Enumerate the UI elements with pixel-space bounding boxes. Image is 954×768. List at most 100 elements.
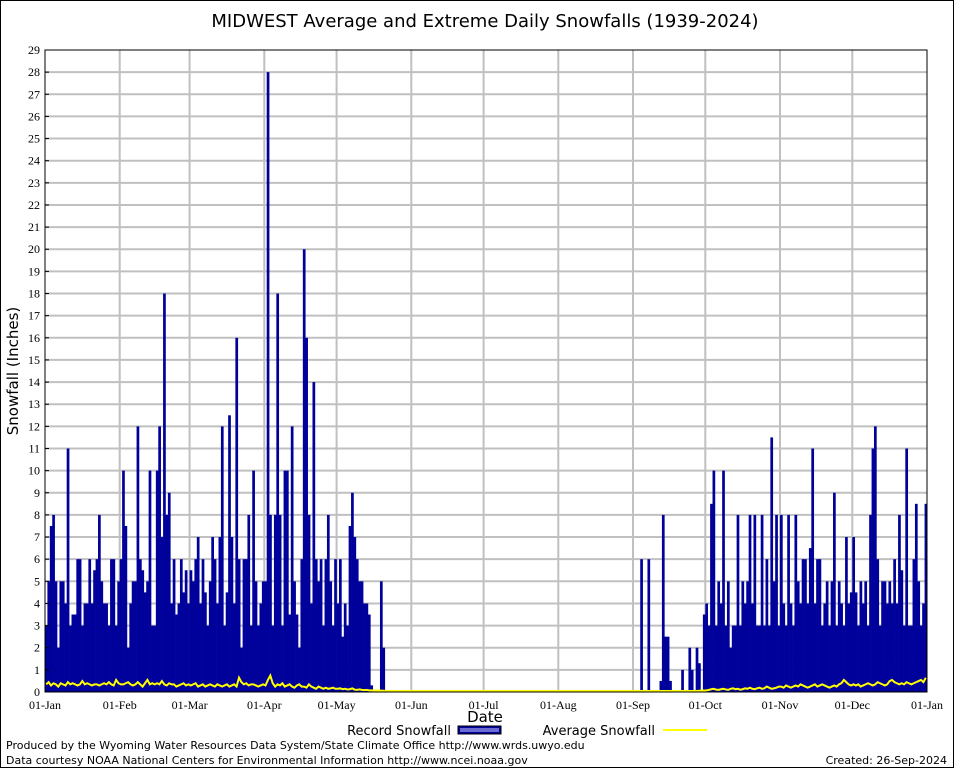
record-bar: [153, 625, 157, 692]
record-bar: [155, 470, 159, 692]
y-tick-label: 0: [34, 685, 40, 699]
record-bar: [780, 514, 783, 692]
record-bar: [348, 525, 352, 692]
record-bar: [351, 492, 354, 692]
record-bar: [905, 448, 909, 692]
record-bar: [105, 603, 108, 692]
record-bar: [647, 559, 651, 692]
record-bar: [66, 448, 70, 692]
record-bar: [189, 570, 193, 692]
record-bar: [724, 625, 728, 692]
record-bar: [88, 559, 92, 692]
record-bar: [237, 559, 241, 692]
record-bar: [876, 559, 880, 692]
record-bar: [319, 559, 323, 692]
record-bar: [852, 537, 856, 692]
record-bar: [734, 625, 737, 692]
record-bar: [379, 581, 383, 692]
record-bar: [758, 625, 762, 692]
y-tick-label: 15: [28, 353, 40, 367]
x-tick-label: 01-Sep: [616, 698, 650, 712]
record-bar: [811, 448, 815, 692]
y-tick-label: 9: [34, 486, 40, 500]
record-bar: [240, 647, 243, 692]
record-bar: [134, 581, 137, 692]
record-bar: [64, 603, 67, 692]
record-bar: [900, 570, 904, 692]
record-bar: [83, 603, 87, 692]
record-bar: [230, 537, 234, 692]
record-bar: [736, 514, 740, 692]
record-bar: [840, 603, 843, 692]
y-tick-label: 10: [28, 464, 40, 478]
record-bar: [705, 603, 709, 692]
record-bar: [170, 603, 174, 692]
record-bar: [767, 625, 771, 692]
record-bar: [61, 581, 65, 692]
record-bar: [813, 603, 817, 692]
record-bar: [158, 426, 161, 692]
record-bar: [847, 603, 851, 692]
record-bar: [310, 603, 313, 692]
record-bar: [326, 514, 330, 692]
record-bar: [854, 592, 858, 692]
record-bar: [98, 514, 101, 692]
record-bar: [184, 570, 188, 692]
record-bar: [298, 647, 301, 692]
record-bar: [864, 581, 868, 692]
record-bar: [131, 581, 135, 692]
record-bar: [293, 581, 296, 692]
x-axis-label: Date: [467, 708, 503, 726]
record-bar: [698, 663, 701, 692]
footer-data-source: Data courtesy NOAA National Centers for …: [6, 754, 528, 767]
record-bar: [782, 603, 786, 692]
record-bar: [90, 603, 94, 692]
record-bar: [276, 293, 280, 692]
record-bar: [163, 293, 166, 692]
y-tick-label: 4: [34, 596, 40, 610]
record-bar: [719, 603, 723, 692]
record-bar: [739, 625, 742, 692]
y-tick-label: 8: [34, 508, 40, 522]
y-tick-label: 19: [28, 264, 40, 278]
record-bar: [666, 636, 670, 692]
record-bar: [254, 581, 258, 692]
record-bar: [753, 514, 757, 692]
legend-average-label: Average Snowfall: [543, 724, 655, 739]
record-bar: [370, 685, 374, 692]
record-bar: [194, 559, 198, 692]
record-bar: [252, 470, 255, 692]
record-bar: [107, 625, 111, 692]
y-tick-label: 18: [28, 287, 40, 301]
record-bar: [247, 514, 251, 692]
record-bar: [823, 603, 827, 692]
record-bar: [201, 559, 205, 692]
record-bar: [317, 581, 321, 692]
record-bar: [45, 625, 48, 692]
record-bar: [295, 614, 299, 692]
record-bar: [117, 581, 121, 692]
record-bar: [160, 537, 164, 692]
record-bar: [792, 625, 795, 692]
x-tick-label: 01-Mar: [172, 698, 208, 712]
record-bar: [47, 581, 51, 692]
record-bar: [218, 537, 222, 692]
record-bar: [828, 625, 831, 692]
record-bar: [830, 581, 834, 692]
record-bar: [102, 603, 106, 692]
record-bar: [818, 559, 822, 692]
record-bar: [124, 525, 128, 692]
plot-frame: [44, 49, 928, 693]
record-bar: [799, 603, 802, 692]
record-bar: [165, 514, 169, 692]
record-bar: [707, 625, 711, 692]
record-bar: [329, 581, 333, 692]
record-bar: [290, 426, 294, 692]
record-bar: [76, 559, 80, 692]
record-bar: [661, 514, 665, 692]
record-bar: [922, 603, 925, 692]
record-bar: [283, 470, 287, 692]
record-bar: [257, 625, 260, 692]
record-bar: [213, 559, 217, 692]
